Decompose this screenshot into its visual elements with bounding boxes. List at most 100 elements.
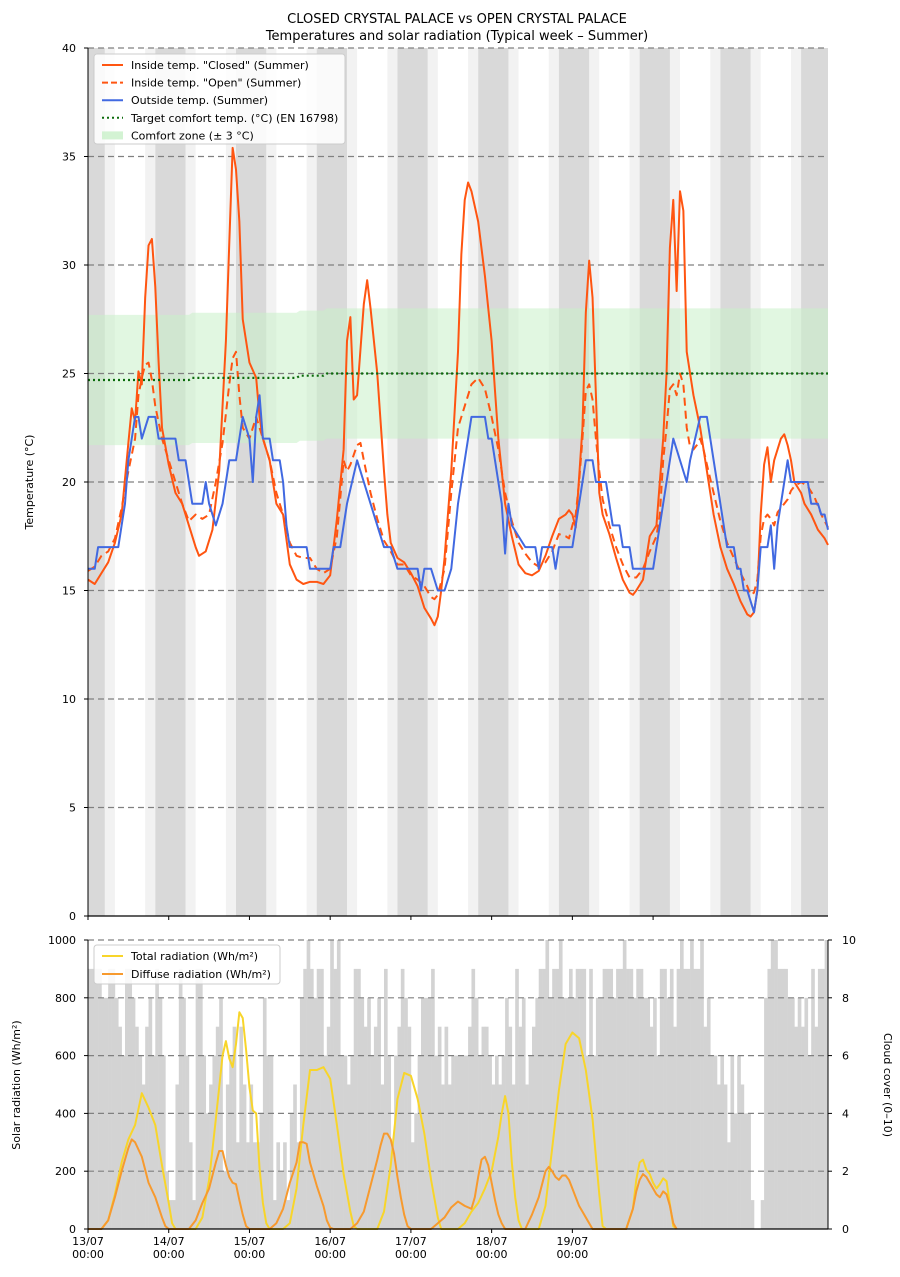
- x-tick-label: 00:00: [395, 1248, 427, 1261]
- cloud-cover-bar: [145, 1026, 149, 1229]
- cloud-cover-bar: [205, 1113, 210, 1229]
- cloud-cover-bar: [387, 1055, 392, 1229]
- cloud-cover-bar: [804, 997, 809, 1229]
- cloud-cover-axis-label: Cloud cover (0–10): [881, 1033, 894, 1137]
- radiation-panel: 02004006008001000024681013/0700:0014/070…: [10, 934, 894, 1261]
- x-tick-label: 00:00: [476, 1248, 508, 1261]
- legend-swatch: [102, 131, 123, 140]
- cloud-cover-bar: [434, 1055, 439, 1229]
- cloud-cover-bar: [774, 940, 778, 1229]
- legend-label: Outside temp. (Summer): [131, 94, 268, 107]
- cloud-cover-bar: [764, 997, 768, 1229]
- cloud-cover-bar: [703, 1026, 708, 1229]
- radiation-grid: [88, 939, 828, 1172]
- y2-tick-label: 8: [842, 992, 849, 1005]
- cloud-cover-bar: [215, 1026, 220, 1229]
- cloud-cover-bar: [225, 1084, 230, 1229]
- cloud-cover-bar: [481, 1026, 486, 1229]
- cloud-cover-bar: [632, 997, 637, 1229]
- cloud-cover-bar: [236, 1142, 240, 1229]
- cloud-cover-bar: [397, 1026, 402, 1229]
- cloud-cover-bar: [814, 1026, 819, 1229]
- cloud-cover-bar: [609, 968, 614, 1229]
- night-band: [639, 48, 670, 916]
- cloud-cover-bar: [801, 1026, 805, 1229]
- cloud-cover-bar: [817, 968, 822, 1229]
- cloud-cover-bar: [636, 968, 640, 1229]
- cloud-cover-bar: [572, 997, 577, 1229]
- y-tick-label: 35: [62, 151, 76, 164]
- cloud-cover-bar: [643, 997, 647, 1229]
- cloud-cover-bar: [737, 1055, 741, 1229]
- cloud-cover-bar: [320, 968, 324, 1229]
- cloud-cover-bar: [293, 1084, 297, 1229]
- cloud-cover-bar: [404, 997, 408, 1229]
- cloud-cover-bar: [323, 1055, 328, 1229]
- cloud-cover-bar: [266, 1055, 270, 1229]
- x-tick-label: 00:00: [314, 1248, 346, 1261]
- y2-tick-label: 6: [842, 1050, 849, 1063]
- temperature-panel: 0 5 10 15 20 25 30 35 40 Temperature (°C) Inside…: [23, 42, 829, 923]
- x-tick-label: 19/07: [557, 1235, 589, 1248]
- cloud-cover-bar: [182, 997, 186, 1229]
- legend-label: Total radiation (Wh/m²): [130, 950, 258, 963]
- cloud-cover-bar: [515, 968, 519, 1229]
- cloud-cover-bar: [669, 968, 674, 1229]
- cloud-cover-bar: [619, 968, 624, 1229]
- cloud-cover-bar: [310, 968, 314, 1229]
- cloud-cover-bar: [545, 940, 550, 1229]
- twilight-band: [629, 48, 640, 916]
- y2-tick-label: 10: [842, 934, 856, 947]
- cloud-cover-bar: [350, 1055, 355, 1229]
- legend-label: Diffuse radiation (Wh/m²): [131, 968, 271, 981]
- cloud-cover-bar: [394, 1055, 398, 1229]
- cloud-cover-bar: [279, 1171, 284, 1229]
- twilight-band: [669, 48, 680, 916]
- x-tick-label: 00:00: [72, 1248, 104, 1261]
- cloud-cover-bar: [138, 1055, 143, 1229]
- cloud-cover-bar: [474, 997, 479, 1229]
- cloud-cover-bar: [498, 1084, 503, 1229]
- y-tick-label: 25: [62, 368, 76, 381]
- cloud-cover-bar: [606, 968, 610, 1229]
- cloud-cover-bar: [639, 968, 644, 1229]
- cloud-cover-bar: [222, 1171, 227, 1229]
- cloud-cover-bar: [528, 1055, 533, 1229]
- cloud-cover-bar: [141, 1084, 146, 1229]
- cloud-cover-bar: [505, 997, 509, 1229]
- cloud-cover-bar: [347, 1084, 351, 1229]
- cloud-cover-bar: [602, 968, 607, 1229]
- cloud-cover-bar: [693, 968, 698, 1229]
- cloud-cover-bar: [653, 997, 657, 1229]
- cloud-cover-bar: [458, 1055, 462, 1229]
- cloud-cover-bar: [807, 1055, 812, 1229]
- cloud-cover-bar: [431, 968, 435, 1229]
- cloud-cover-bar: [370, 1055, 375, 1229]
- cloud-cover-bar: [155, 968, 159, 1229]
- series-line: [88, 394, 829, 614]
- cloud-cover-bar: [333, 968, 338, 1229]
- cloud-cover-bar: [178, 968, 183, 1229]
- y-tick-label: 15: [62, 585, 76, 598]
- cloud-cover-bar: [656, 1055, 661, 1229]
- cloud-cover-bar: [390, 1142, 395, 1229]
- cloud-cover-bar: [202, 1055, 207, 1229]
- y-tick-label: 10: [62, 693, 76, 706]
- cloud-cover-bar: [286, 1200, 291, 1229]
- y-tick-label: 1000: [48, 934, 76, 947]
- temperature-legend: Inside temp. "Closed" (Summer) Inside tem…: [93, 53, 346, 145]
- cloud-cover-bar: [192, 1200, 196, 1229]
- y2-tick-label: 0: [842, 1223, 849, 1236]
- cloud-cover-bar: [424, 997, 429, 1229]
- x-tick-label: 18/07: [476, 1235, 508, 1248]
- cloud-cover-bar: [713, 1055, 718, 1229]
- series-line: [88, 1011, 678, 1230]
- cloud-cover-bar: [680, 940, 684, 1229]
- cloud-cover-bar: [770, 940, 775, 1229]
- x-tick-label: 00:00: [153, 1248, 185, 1261]
- cloud-cover-bar: [676, 968, 681, 1229]
- cloud-cover-bar: [622, 940, 627, 1229]
- cloud-cover-bar: [410, 1142, 415, 1229]
- cloud-cover-bar: [760, 1200, 765, 1229]
